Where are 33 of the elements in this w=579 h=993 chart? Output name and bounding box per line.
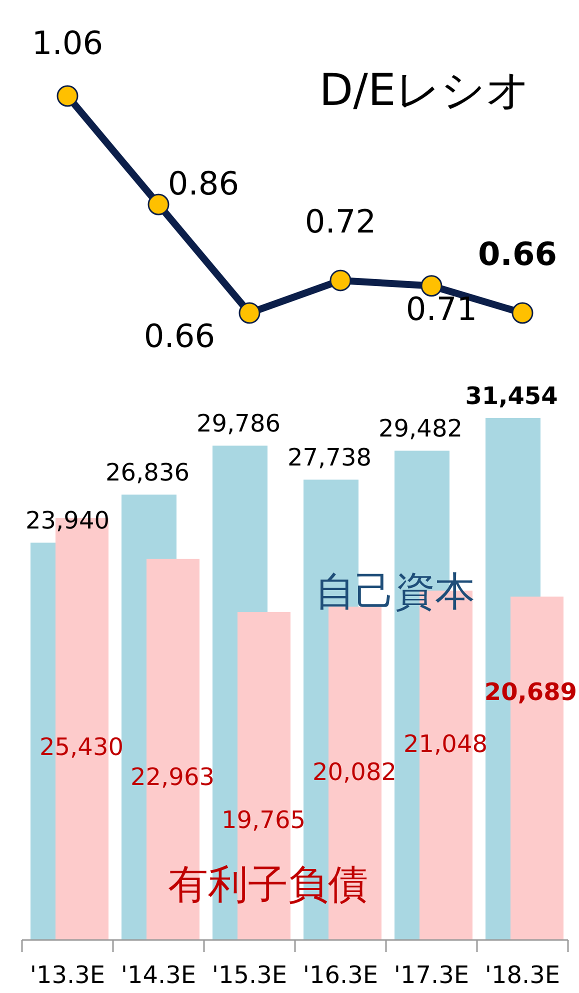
data-label: 23,940 xyxy=(26,506,110,535)
data-label: 0.72 xyxy=(304,202,376,240)
data-label: 1.06 xyxy=(32,24,104,62)
point xyxy=(330,270,352,292)
data-label: 0.71 xyxy=(406,290,478,328)
x-tick-label: '15.3E xyxy=(212,961,288,989)
point xyxy=(56,85,78,107)
data-label: 20,082 xyxy=(312,758,396,786)
data-label: 25,430 xyxy=(40,733,124,761)
x-tick-label: '14.3E xyxy=(120,961,196,989)
data-label: 26,836 xyxy=(106,458,190,487)
series-label: 自己資本 xyxy=(315,569,475,615)
point xyxy=(148,194,170,216)
data-label: 29,786 xyxy=(196,410,280,438)
x-tick-label: '17.3E xyxy=(394,961,470,989)
data-label: 0.86 xyxy=(168,164,240,202)
x-tick-label: '16.3E xyxy=(302,961,378,989)
data-label: 20,689 xyxy=(484,678,577,706)
data-label: 19,765 xyxy=(222,806,306,834)
x-tick-label: '18.3E xyxy=(484,961,560,989)
data-label: 21,048 xyxy=(404,730,488,758)
x-tick-label: '13.3E xyxy=(30,961,106,989)
data-label: 0.66 xyxy=(144,317,216,355)
point xyxy=(512,302,534,324)
data-label: 22,963 xyxy=(130,763,214,791)
data-label: 0.66 xyxy=(478,235,557,273)
point xyxy=(420,275,442,297)
data-label: 27,738 xyxy=(288,444,372,472)
text: D/Eレシオ xyxy=(319,65,531,116)
series-label: 有利子負債 xyxy=(168,862,368,908)
point xyxy=(238,302,260,324)
data-label: 29,482 xyxy=(378,414,462,443)
data-label: 31,454 xyxy=(465,382,558,410)
